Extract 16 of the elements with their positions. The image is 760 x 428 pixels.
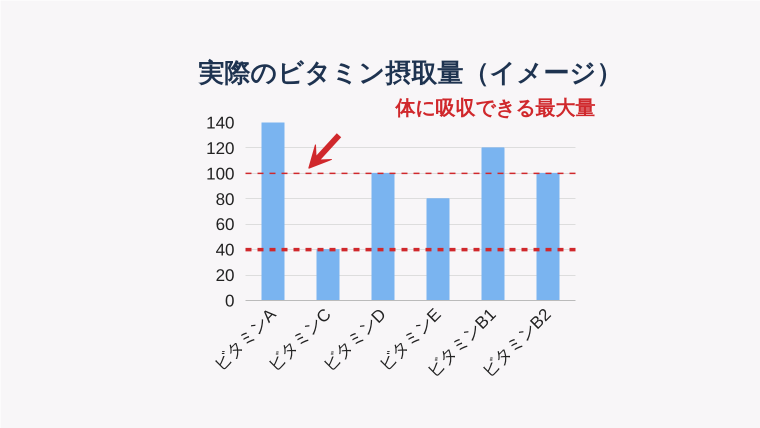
y-tick-label: 100 [206,164,235,184]
ref-line-label: 体に吸収できる最大量 [394,98,596,120]
bar [316,249,340,300]
bar [372,172,394,300]
y-tick-label: 20 [216,266,235,286]
bar [426,198,450,300]
chart-title: 実際のビタミン摂取量（イメージ） [198,58,622,88]
y-tick-label: 60 [216,215,235,234]
y-tick-label: 0 [225,292,235,310]
y-tick-label: 120 [206,138,235,158]
y-tick-label: 80 [216,190,235,209]
bar [482,147,504,300]
y-tick-label: 40 [216,240,235,260]
bar [262,122,284,300]
bar [536,172,560,300]
y-tick-label: 140 [206,114,235,132]
